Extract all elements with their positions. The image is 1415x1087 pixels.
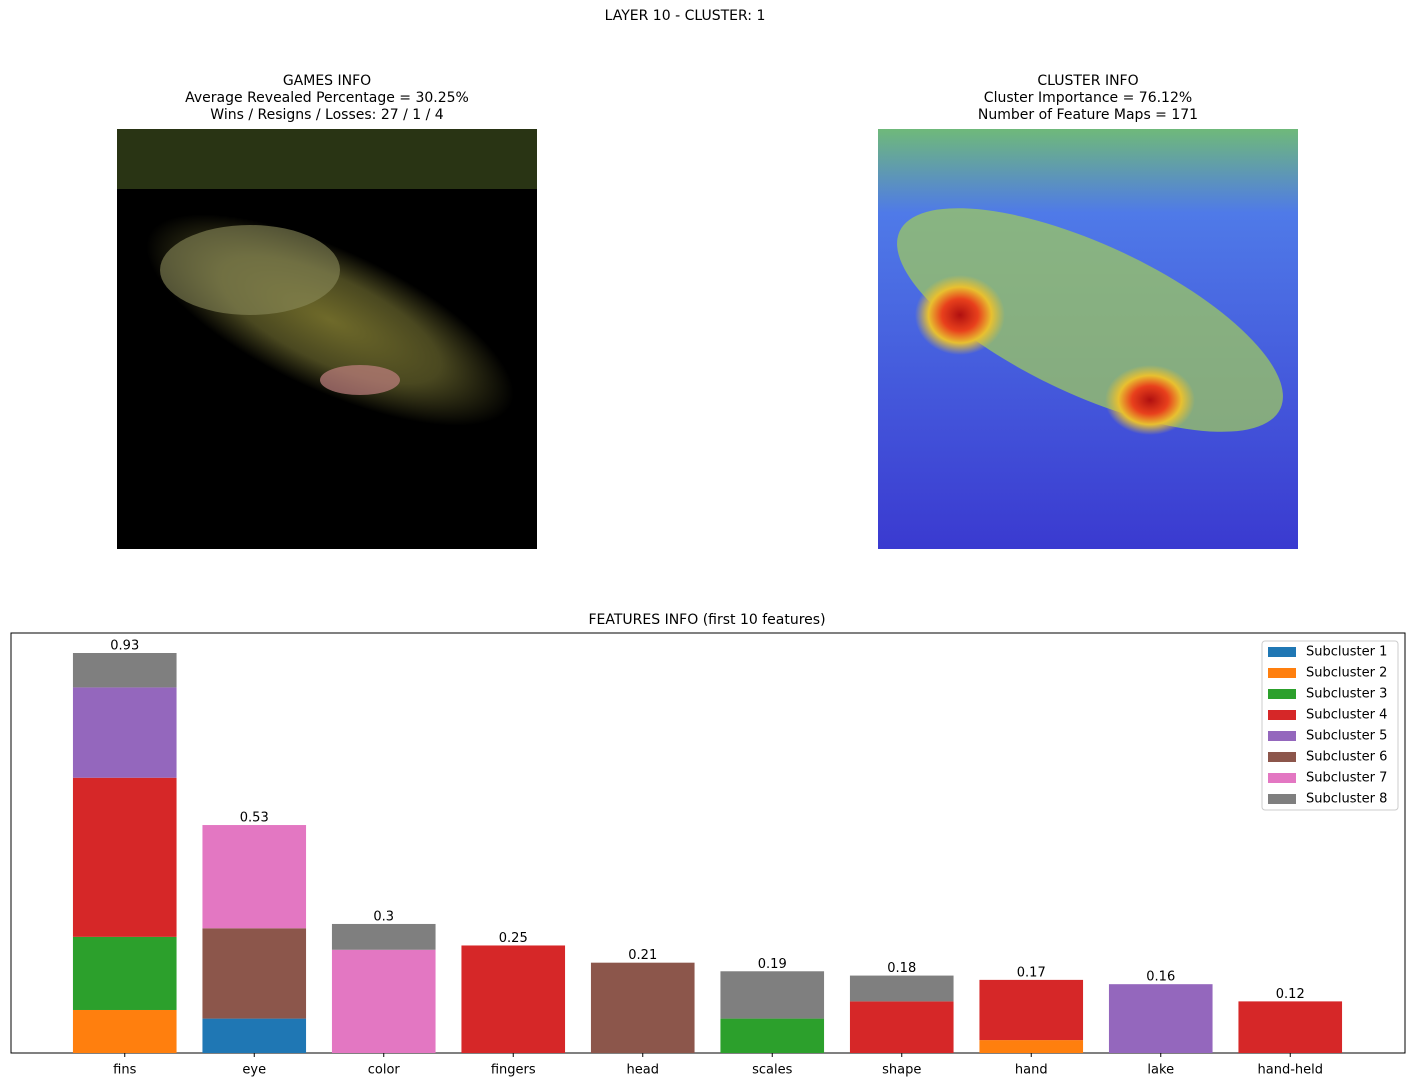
total-label: 0.93: [110, 639, 139, 654]
legend-label: Subcluster 1: [1306, 645, 1387, 660]
panel-title-line: CLUSTER INFO: [1037, 73, 1138, 89]
legend-swatch: [1268, 689, 1296, 699]
x-tick-label: scales: [752, 1063, 792, 1078]
legend-label: Subcluster 5: [1306, 729, 1387, 744]
bar-segment: [849, 975, 954, 1002]
legend-swatch: [1268, 647, 1296, 657]
x-tick-label: color: [368, 1063, 401, 1078]
plot-frame: [10, 632, 1406, 1054]
x-tick-label: fins: [113, 1063, 136, 1078]
total-label: 0.17: [1017, 965, 1046, 980]
figure-title: LAYER 10 - CLUSTER: 1: [605, 8, 766, 24]
bar-segment: [849, 1001, 954, 1053]
total-label: 0.19: [758, 957, 787, 972]
x-tick-label: fingers: [491, 1063, 536, 1078]
legend-swatch: [1268, 710, 1296, 720]
total-label: 0.53: [240, 811, 269, 826]
bar-segment: [720, 1018, 825, 1053]
bar-segment: [202, 1018, 307, 1053]
x-tick-label: shape: [882, 1063, 921, 1078]
x-tick-label: head: [627, 1063, 659, 1078]
legend-swatch: [1268, 752, 1296, 762]
bar-segment: [72, 936, 177, 1010]
total-label: 0.12: [1276, 987, 1305, 1002]
legend-swatch: [1268, 794, 1296, 804]
x-tick-label: eye: [242, 1063, 266, 1078]
total-label: 0.18: [887, 961, 916, 976]
legend-label: Subcluster 8: [1306, 792, 1387, 807]
legend-box: [1261, 640, 1399, 811]
panel-title-line: Wins / Resigns / Losses: 27 / 1 / 4: [210, 107, 444, 123]
legend-label: Subcluster 4: [1306, 708, 1387, 723]
bar-segment: [72, 777, 177, 937]
total-label: 0.21: [628, 948, 657, 963]
x-tick-label: hand: [1015, 1063, 1048, 1078]
legend-swatch: [1268, 731, 1296, 741]
bar-segment: [202, 825, 307, 929]
bar-segment: [979, 1040, 1084, 1053]
bar-segment: [202, 928, 307, 1019]
bar-segment: [1238, 1001, 1343, 1053]
total-label: 0.3: [373, 909, 394, 924]
panel-title-line: GAMES INFO: [283, 73, 371, 89]
total-label: 0.16: [1146, 970, 1175, 985]
bar-segment: [72, 653, 177, 688]
legend-swatch: [1268, 773, 1296, 783]
bar-segment: [720, 971, 825, 1019]
legend-label: Subcluster 2: [1306, 666, 1387, 681]
legend-label: Subcluster 6: [1306, 750, 1387, 765]
bar-segment: [461, 945, 566, 1053]
legend-swatch: [1268, 668, 1296, 678]
chart-title: FEATURES INFO (first 10 features): [588, 612, 825, 628]
bar-segment: [72, 687, 177, 778]
panel-title-line: Cluster Importance = 76.12%: [984, 90, 1192, 106]
x-tick-label: lake: [1147, 1063, 1174, 1078]
bar-segment: [590, 962, 695, 1053]
total-label: 0.25: [499, 931, 528, 946]
bar-segment: [979, 979, 1084, 1041]
panel-title-line: Average Revealed Percentage = 30.25%: [185, 90, 469, 106]
panel-title-line: Number of Feature Maps = 171: [978, 107, 1198, 123]
bar-segment: [331, 949, 436, 1053]
games-image: [117, 129, 537, 549]
legend-label: Subcluster 7: [1306, 771, 1387, 786]
x-tick-label: hand-held: [1258, 1063, 1324, 1078]
bar-segment: [72, 1009, 177, 1053]
cluster-heatmap: [878, 129, 1298, 549]
legend-label: Subcluster 3: [1306, 687, 1387, 702]
bar-segment: [331, 923, 436, 950]
bar-segment: [1108, 984, 1213, 1053]
